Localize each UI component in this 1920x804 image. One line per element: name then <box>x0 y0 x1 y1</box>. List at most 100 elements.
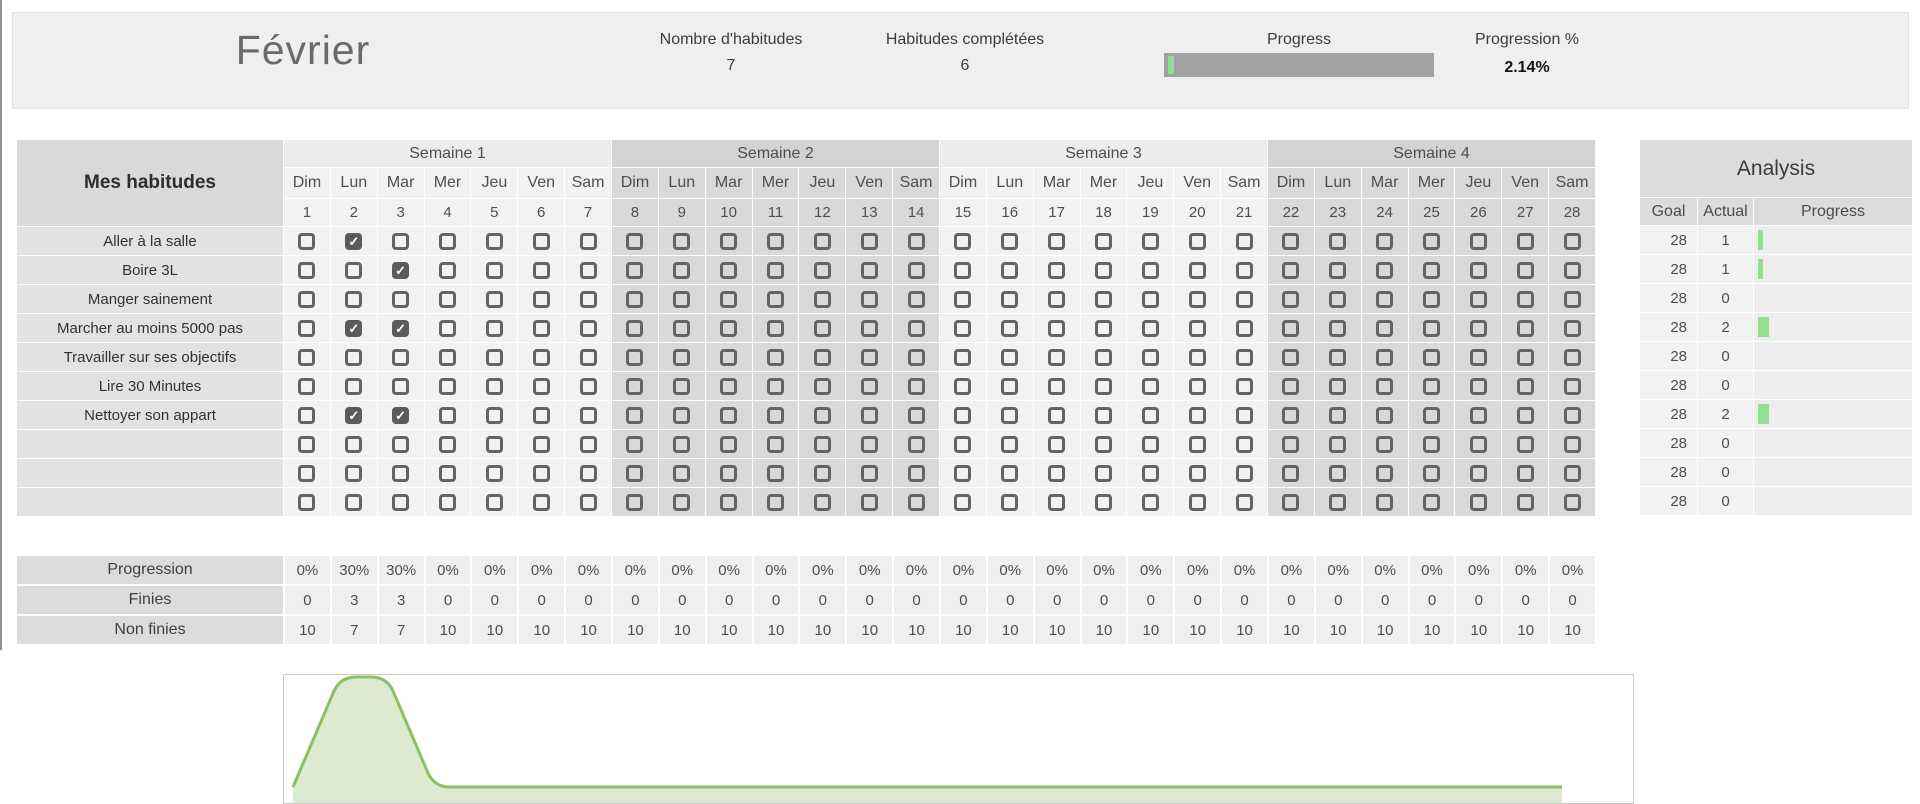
habit-checkbox[interactable] <box>1048 435 1066 453</box>
habit-checkbox[interactable] <box>345 435 363 453</box>
habit-checkbox[interactable] <box>1376 348 1394 366</box>
habit-checkbox[interactable] <box>1188 232 1206 250</box>
habit-checkbox[interactable] <box>1282 435 1300 453</box>
habit-checkbox[interactable] <box>1376 290 1394 308</box>
habit-checkbox[interactable] <box>907 319 925 337</box>
habit-checkbox[interactable] <box>907 348 925 366</box>
habit-checkbox[interactable] <box>345 493 363 511</box>
habit-checkbox[interactable] <box>1188 319 1206 337</box>
habit-checkbox[interactable] <box>720 232 738 250</box>
habit-checkbox[interactable] <box>1376 464 1394 482</box>
habit-checkbox[interactable] <box>1141 435 1159 453</box>
habit-checkbox[interactable] <box>532 348 550 366</box>
habit-checkbox[interactable] <box>1094 406 1112 424</box>
habit-checkbox[interactable] <box>1282 348 1300 366</box>
habit-checkbox[interactable] <box>813 290 831 308</box>
habit-checkbox[interactable] <box>860 232 878 250</box>
habit-checkbox[interactable] <box>1516 464 1534 482</box>
habit-checkbox[interactable] <box>1422 464 1440 482</box>
habit-checkbox[interactable] <box>860 290 878 308</box>
habit-checkbox[interactable] <box>907 406 925 424</box>
habit-checkbox[interactable] <box>813 348 831 366</box>
habit-checkbox[interactable] <box>1094 348 1112 366</box>
habit-checkbox[interactable] <box>720 290 738 308</box>
habit-checkbox[interactable] <box>438 464 456 482</box>
habit-checkbox[interactable] <box>954 348 972 366</box>
habit-checkbox[interactable] <box>1282 493 1300 511</box>
habit-checkbox[interactable] <box>579 435 597 453</box>
habit-checkbox[interactable] <box>1376 261 1394 279</box>
habit-checkbox[interactable] <box>766 435 784 453</box>
habit-checkbox[interactable] <box>1469 290 1487 308</box>
habit-checkbox[interactable] <box>1141 406 1159 424</box>
habit-checkbox[interactable]: ✓ <box>392 406 410 424</box>
habit-checkbox[interactable] <box>1516 290 1534 308</box>
habit-checkbox[interactable] <box>720 493 738 511</box>
habit-checkbox[interactable] <box>579 464 597 482</box>
habit-checkbox[interactable] <box>485 464 503 482</box>
habit-checkbox[interactable] <box>673 464 691 482</box>
habit-checkbox[interactable] <box>813 493 831 511</box>
habit-checkbox[interactable] <box>1094 319 1112 337</box>
habit-name-cell[interactable] <box>17 430 283 458</box>
habit-checkbox[interactable] <box>1376 493 1394 511</box>
habit-checkbox[interactable] <box>1469 464 1487 482</box>
habit-checkbox[interactable] <box>1329 435 1347 453</box>
habit-checkbox[interactable] <box>1001 319 1019 337</box>
habit-checkbox[interactable] <box>1563 377 1581 395</box>
habit-checkbox[interactable] <box>1469 261 1487 279</box>
habit-checkbox[interactable] <box>626 348 644 366</box>
progression-area-chart[interactable] <box>283 674 1634 804</box>
habit-checkbox[interactable] <box>766 406 784 424</box>
habit-checkbox[interactable] <box>1048 406 1066 424</box>
habit-checkbox[interactable] <box>954 232 972 250</box>
habit-checkbox[interactable] <box>860 319 878 337</box>
habit-checkbox[interactable] <box>298 464 316 482</box>
habit-checkbox[interactable] <box>1422 435 1440 453</box>
habit-checkbox[interactable] <box>813 319 831 337</box>
habit-checkbox[interactable] <box>579 377 597 395</box>
habit-checkbox[interactable]: ✓ <box>392 261 410 279</box>
habit-checkbox[interactable] <box>1329 261 1347 279</box>
habit-checkbox[interactable] <box>1469 493 1487 511</box>
habit-checkbox[interactable] <box>766 319 784 337</box>
habit-checkbox[interactable] <box>673 290 691 308</box>
habit-checkbox[interactable] <box>907 464 925 482</box>
habit-checkbox[interactable] <box>1141 232 1159 250</box>
habit-checkbox[interactable] <box>1469 435 1487 453</box>
habit-checkbox[interactable] <box>766 290 784 308</box>
habit-checkbox[interactable] <box>1235 406 1253 424</box>
habit-checkbox[interactable] <box>298 261 316 279</box>
habit-checkbox[interactable] <box>532 290 550 308</box>
habit-checkbox[interactable]: ✓ <box>345 232 363 250</box>
habit-checkbox[interactable] <box>673 435 691 453</box>
habit-checkbox[interactable] <box>626 290 644 308</box>
habit-checkbox[interactable] <box>673 406 691 424</box>
habit-checkbox[interactable] <box>438 377 456 395</box>
habit-checkbox[interactable] <box>1048 290 1066 308</box>
habit-checkbox[interactable] <box>954 319 972 337</box>
habit-checkbox[interactable] <box>1188 377 1206 395</box>
habit-checkbox[interactable] <box>1563 435 1581 453</box>
habit-checkbox[interactable] <box>1422 406 1440 424</box>
habit-checkbox[interactable] <box>438 435 456 453</box>
habit-checkbox[interactable] <box>673 319 691 337</box>
habit-checkbox[interactable] <box>392 377 410 395</box>
habit-checkbox[interactable] <box>766 232 784 250</box>
habit-checkbox[interactable] <box>1516 232 1534 250</box>
habit-checkbox[interactable] <box>766 493 784 511</box>
habit-checkbox[interactable] <box>1516 493 1534 511</box>
habit-checkbox[interactable] <box>579 319 597 337</box>
habit-checkbox[interactable] <box>1235 464 1253 482</box>
habit-checkbox[interactable] <box>720 319 738 337</box>
habit-checkbox[interactable] <box>1516 435 1534 453</box>
habit-checkbox[interactable] <box>1001 435 1019 453</box>
habit-checkbox[interactable] <box>1516 406 1534 424</box>
habit-name-cell[interactable]: Aller à la salle <box>17 227 283 255</box>
habit-checkbox[interactable] <box>1516 261 1534 279</box>
habit-checkbox[interactable] <box>813 261 831 279</box>
habit-checkbox[interactable] <box>1048 377 1066 395</box>
habit-checkbox[interactable] <box>1235 232 1253 250</box>
habit-checkbox[interactable] <box>1001 493 1019 511</box>
habit-checkbox[interactable] <box>1235 261 1253 279</box>
